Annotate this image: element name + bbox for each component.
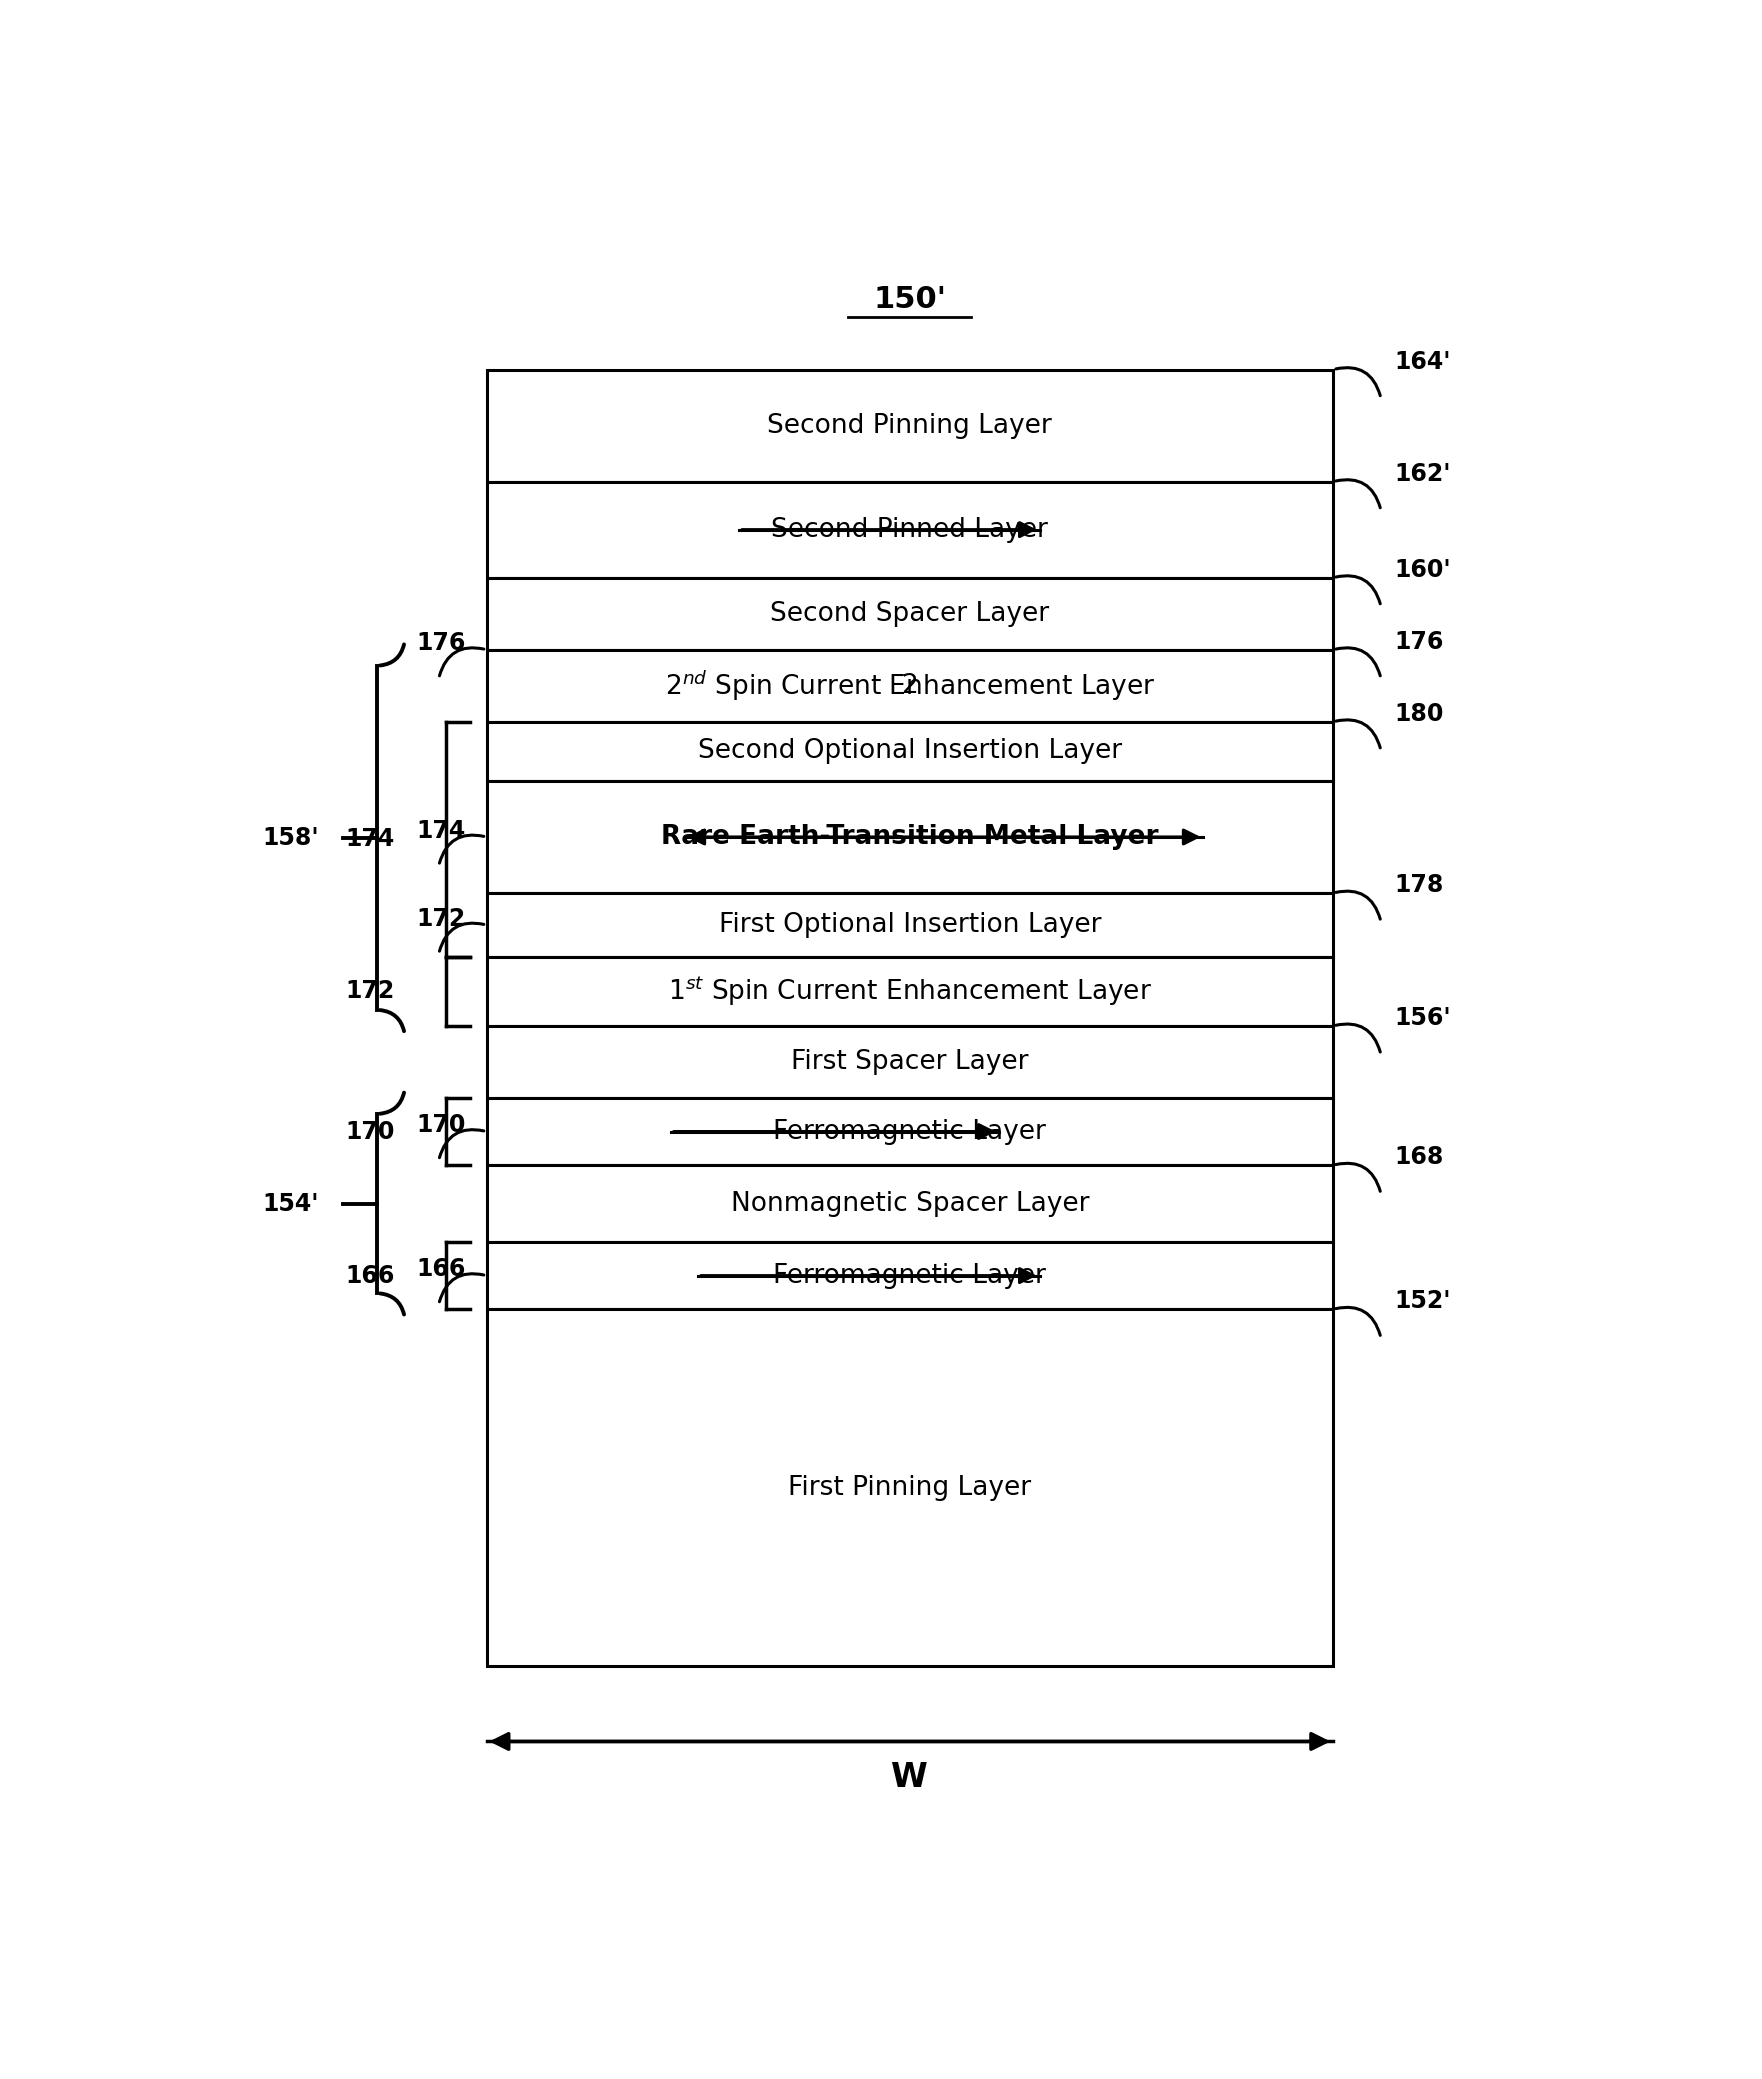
Text: 174: 174 — [418, 819, 465, 842]
Text: 152': 152' — [1396, 1289, 1452, 1314]
Text: 154': 154' — [263, 1191, 319, 1216]
Text: Second Pinning Layer: Second Pinning Layer — [768, 412, 1052, 439]
Text: 168: 168 — [1396, 1146, 1445, 1168]
Text: 156': 156' — [1396, 1006, 1452, 1029]
Text: $2^{nd}$ Spin Current Enhancement Layer: $2^{nd}$ Spin Current Enhancement Layer — [664, 669, 1156, 703]
Text: First Spacer Layer: First Spacer Layer — [791, 1050, 1029, 1075]
Text: Second Pinned Layer: Second Pinned Layer — [772, 516, 1048, 543]
Text: First Pinning Layer: First Pinning Layer — [788, 1474, 1031, 1501]
Text: Ferromagnetic Layer: Ferromagnetic Layer — [774, 1119, 1047, 1146]
Text: Second Spacer Layer: Second Spacer Layer — [770, 601, 1050, 626]
Text: 178: 178 — [1396, 873, 1445, 896]
Text: $1^{st}$ Spin Current Enhancement Layer: $1^{st}$ Spin Current Enhancement Layer — [668, 975, 1152, 1008]
Text: 176: 176 — [416, 632, 465, 655]
Bar — [486, 956, 1334, 1025]
Text: 160': 160' — [1396, 557, 1452, 582]
Text: W: W — [892, 1761, 929, 1794]
Bar — [486, 1310, 1334, 1665]
Text: 164': 164' — [1396, 349, 1452, 374]
Bar — [486, 578, 1334, 649]
Text: 174: 174 — [345, 827, 395, 852]
Bar — [486, 721, 1334, 782]
Text: Ferromagnetic Layer: Ferromagnetic Layer — [774, 1262, 1047, 1289]
Bar — [486, 894, 1334, 956]
Text: 170: 170 — [345, 1119, 395, 1143]
Bar — [486, 482, 1334, 578]
Text: 176: 176 — [1396, 630, 1445, 653]
Bar — [486, 370, 1334, 482]
Text: 162': 162' — [1396, 462, 1452, 486]
Bar — [486, 1098, 1334, 1164]
Text: Rare Earth-Transition Metal Layer: Rare Earth-Transition Metal Layer — [661, 823, 1159, 850]
Text: 170: 170 — [416, 1112, 465, 1137]
Text: 180: 180 — [1396, 703, 1445, 726]
Bar — [486, 1025, 1334, 1098]
Bar — [486, 782, 1334, 894]
Text: 150': 150' — [874, 285, 946, 314]
Bar — [486, 1241, 1334, 1310]
Bar — [486, 1164, 1334, 1241]
Text: 2: 2 — [902, 674, 918, 699]
Text: 172: 172 — [345, 979, 395, 1004]
Text: 158': 158' — [263, 825, 319, 850]
Text: 172: 172 — [418, 906, 465, 931]
Text: 166: 166 — [416, 1258, 465, 1281]
Bar — [486, 649, 1334, 721]
Text: Second Optional Insertion Layer: Second Optional Insertion Layer — [698, 738, 1122, 765]
Text: 166: 166 — [345, 1264, 395, 1287]
Text: First Optional Insertion Layer: First Optional Insertion Layer — [719, 913, 1101, 938]
Text: Nonmagnetic Spacer Layer: Nonmagnetic Spacer Layer — [731, 1191, 1089, 1216]
